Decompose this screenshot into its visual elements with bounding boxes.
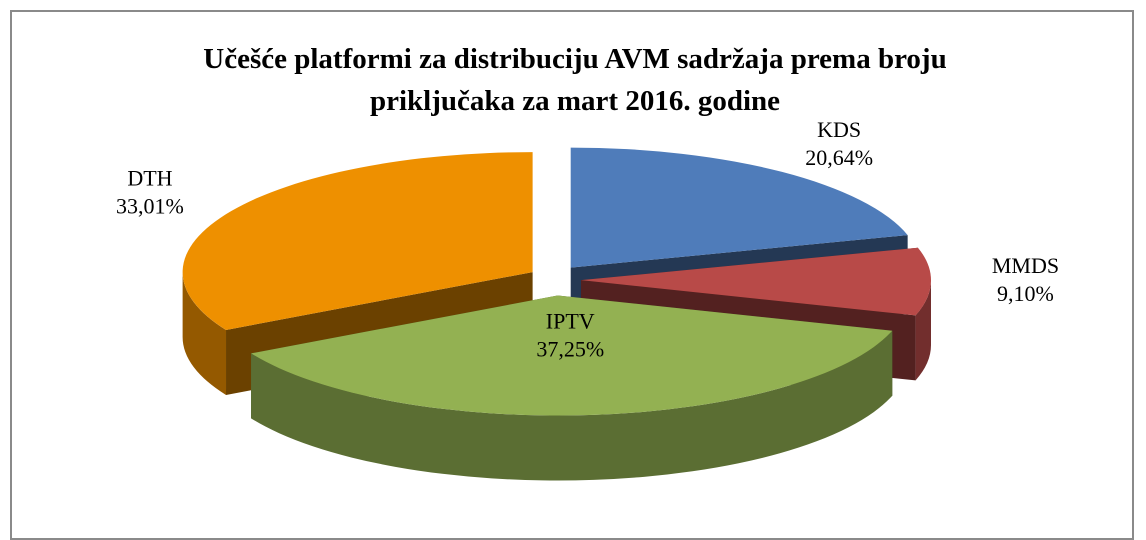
slice-label-name: KDS [817, 117, 861, 142]
chart-title: Učešće platformi za distribuciju AVM sad… [203, 43, 947, 117]
slice-top [580, 247, 931, 316]
slice-label-name: DTH [127, 166, 172, 191]
slice-label-name: MMDS [992, 253, 1059, 278]
slice-label-name: IPTV [546, 308, 595, 333]
slice-top [182, 152, 533, 330]
slice-outer-side [251, 330, 893, 481]
slice-label-value: 9,10% [997, 281, 1054, 306]
slice-outer-side [182, 272, 227, 395]
slice-top [570, 147, 908, 268]
slice-label-value: 37,25% [536, 336, 604, 361]
pie-slice [251, 295, 893, 481]
slice-outer-side [915, 280, 931, 381]
slice-label-value: 33,01% [116, 194, 184, 219]
slice-label-value: 20,64% [805, 145, 873, 170]
slice-top [251, 295, 893, 416]
